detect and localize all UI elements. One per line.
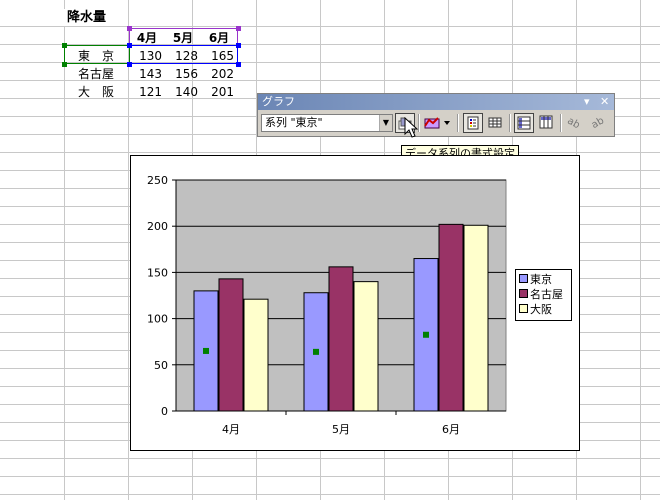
y-tick-label: 0 [161, 405, 168, 418]
chart-toolbar: グラフ ▾ ✕ 系列 "東京" ▼ [257, 93, 615, 137]
chart-svg: 0 50 100 150 200 250 4月 5月 6月 [147, 174, 507, 436]
bar-大阪[interactable] [243, 298, 269, 412]
category-range-highlight [129, 28, 238, 46]
svg-text:ab: ab [567, 116, 581, 129]
range-handle[interactable] [127, 43, 132, 48]
toolbar-separator [418, 114, 420, 132]
column-header-apr[interactable]: 4月 [136, 31, 158, 45]
y-tick-label: 250 [147, 174, 168, 187]
bar-名古屋[interactable] [438, 223, 464, 412]
column-header-jun[interactable]: 6月 [208, 31, 230, 45]
selection-handle [203, 347, 209, 354]
cell-nagoya-apr[interactable]: 143 [139, 67, 162, 81]
chevron-down-icon[interactable]: ▼ [379, 115, 392, 131]
by-row-button[interactable] [514, 113, 534, 133]
svg-text:ab: ab [590, 115, 604, 129]
y-tick-label: 100 [147, 313, 168, 326]
y-tick-label: 200 [147, 220, 168, 233]
cell-tokyo-may[interactable]: 128 [175, 49, 198, 63]
bar-大阪[interactable] [463, 224, 489, 412]
dropdown-arrow-icon[interactable]: ▾ [584, 95, 590, 108]
chart-object-selector[interactable]: 系列 "東京" ▼ [261, 114, 393, 132]
chart-type-icon [424, 117, 450, 129]
toolbar-title: グラフ [262, 95, 295, 108]
cell-nagoya-may[interactable]: 156 [175, 67, 198, 81]
toolbar-separator [509, 114, 511, 132]
by-row-icon [517, 116, 531, 130]
bar-名古屋[interactable] [218, 278, 244, 412]
legend-item[interactable]: 東京 [519, 273, 552, 287]
legend-label: 名古屋 [530, 288, 563, 301]
chart-type-button[interactable] [422, 113, 454, 133]
by-column-icon [539, 115, 553, 129]
angle-text-up-button[interactable]: ab [588, 113, 608, 133]
row-label-osaka[interactable]: 大 阪 [77, 85, 114, 99]
range-handle[interactable] [127, 26, 132, 31]
x-tick-label: 4月 [222, 423, 240, 436]
values-range-highlight [129, 45, 238, 64]
cell-osaka-jun[interactable]: 201 [211, 85, 234, 99]
bar-大阪[interactable] [353, 281, 379, 412]
cell-tokyo-jun[interactable]: 165 [211, 49, 234, 63]
close-icon[interactable]: ✕ [600, 95, 610, 108]
angle-text-down-icon: ab [567, 116, 581, 129]
selection-handle [313, 348, 319, 355]
legend-button[interactable] [463, 113, 483, 133]
y-tick-label: 50 [154, 359, 168, 372]
name-range-highlight [64, 45, 130, 64]
y-tick-label: 150 [147, 266, 168, 279]
bar-名古屋[interactable] [328, 266, 354, 412]
row-label-tokyo[interactable]: 東 京 [77, 49, 114, 63]
range-handle[interactable] [127, 62, 132, 67]
range-handle[interactable] [236, 26, 241, 31]
legend-swatch [519, 304, 528, 313]
cell-nagoya-jun[interactable]: 202 [211, 67, 234, 81]
legend-label: 東京 [530, 273, 552, 286]
chart-area[interactable]: 0 50 100 150 200 250 4月 5月 6月 [130, 155, 580, 451]
legend-item[interactable]: 大阪 [519, 303, 552, 317]
data-table-button[interactable] [486, 113, 506, 133]
range-handle[interactable] [236, 62, 241, 67]
legend-swatch [519, 274, 528, 283]
cell-tokyo-apr[interactable]: 130 [139, 49, 162, 63]
range-handle[interactable] [236, 43, 241, 48]
chart-legend[interactable]: 東京 名古屋 大阪 [515, 269, 572, 321]
legend-item[interactable]: 名古屋 [519, 288, 563, 302]
toolbar-separator [457, 114, 459, 132]
row-label-nagoya[interactable]: 名古屋 [77, 67, 114, 81]
cell-osaka-may[interactable]: 140 [175, 85, 198, 99]
toolbar-separator [560, 114, 562, 132]
x-tick-label: 5月 [332, 423, 350, 436]
legend-label: 大阪 [530, 303, 552, 316]
by-column-button[interactable] [537, 113, 557, 133]
table-title: 降水量 [67, 10, 107, 25]
legend-icon [467, 116, 479, 130]
range-handle[interactable] [62, 43, 67, 48]
toolbar-titlebar[interactable]: グラフ ▾ ✕ [258, 94, 614, 110]
mouse-cursor-icon [404, 117, 418, 138]
x-tick-label: 6月 [442, 423, 460, 436]
chart-object-selector-value: 系列 "東京" [265, 116, 323, 129]
angle-text-up-icon: ab [590, 115, 604, 129]
range-handle[interactable] [62, 62, 67, 67]
angle-text-down-button[interactable]: ab [565, 113, 585, 133]
cell-osaka-apr[interactable]: 121 [139, 85, 162, 99]
cell-bg [62, 9, 128, 26]
column-header-may[interactable]: 5月 [172, 31, 194, 45]
legend-swatch [519, 289, 528, 298]
data-table-icon [488, 117, 502, 128]
selection-handle [423, 331, 429, 338]
